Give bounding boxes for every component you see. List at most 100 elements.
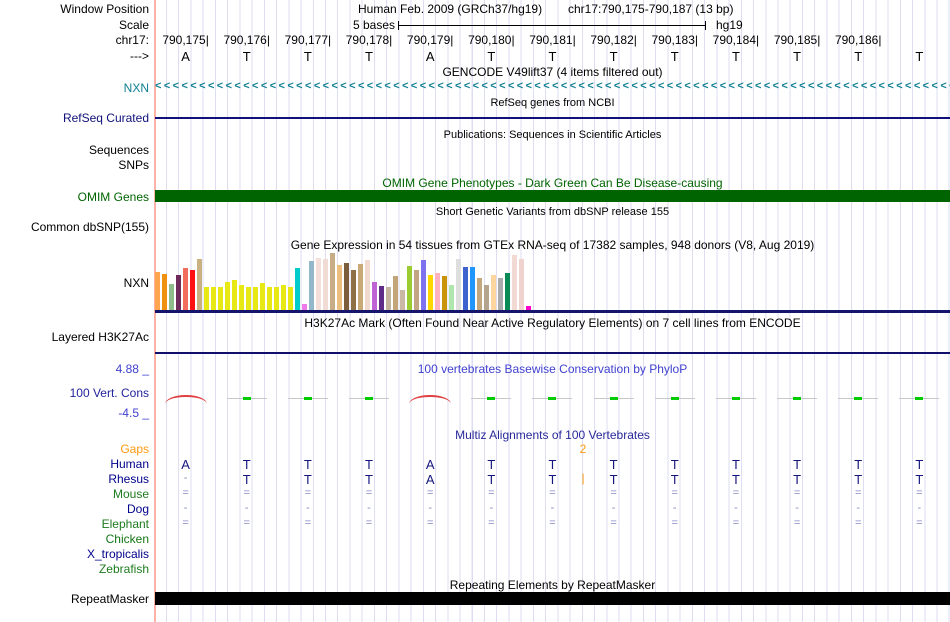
- conservation-label[interactable]: 100 Vert. Cons: [69, 386, 149, 400]
- species-label[interactable]: Mouse: [112, 487, 149, 501]
- multiz-row[interactable]: Zebrafish: [0, 562, 950, 577]
- multiz-row[interactable]: Elephant = = = = = = = = = = = = =: [0, 517, 950, 532]
- conservation-marks[interactable]: [0, 393, 950, 405]
- conservation-mark[interactable]: [338, 393, 399, 405]
- gtex-bar[interactable]: [421, 260, 426, 310]
- omim-label[interactable]: OMIM Genes: [77, 190, 149, 204]
- species-label[interactable]: Elephant: [101, 517, 149, 531]
- conservation-mark[interactable]: [705, 393, 766, 405]
- h3k27ac-label[interactable]: Layered H3K27Ac: [51, 330, 149, 344]
- repeatmasker-label[interactable]: RepeatMasker: [70, 592, 149, 606]
- gtex-bar[interactable]: [435, 273, 440, 310]
- gtex-bar[interactable]: [337, 265, 342, 310]
- gtex-bar[interactable]: [330, 253, 335, 310]
- conservation-mark[interactable]: [644, 393, 705, 405]
- repeatmasker-bar[interactable]: [155, 592, 950, 605]
- gtex-bar[interactable]: [407, 266, 412, 310]
- gtex-bar[interactable]: [155, 272, 160, 310]
- gtex-bar[interactable]: [414, 270, 419, 310]
- gtex-bar[interactable]: [190, 270, 195, 310]
- gtex-bar[interactable]: [512, 255, 517, 310]
- conservation-mark[interactable]: [583, 393, 644, 405]
- gtex-bar[interactable]: [281, 285, 286, 310]
- gtex-bar[interactable]: [498, 278, 503, 310]
- conservation-mark[interactable]: [277, 393, 338, 405]
- gtex-bar[interactable]: [316, 258, 321, 310]
- gtex-bar[interactable]: [232, 280, 237, 310]
- sequences-label[interactable]: Sequences: [88, 143, 149, 157]
- gtex-bar[interactable]: [295, 268, 300, 310]
- multiz-row[interactable]: X_tropicalis: [0, 547, 950, 562]
- conservation-mark[interactable]: [155, 393, 216, 405]
- gtex-bar[interactable]: [253, 287, 258, 310]
- gtex-bar[interactable]: [477, 278, 482, 310]
- species-label[interactable]: Chicken: [105, 532, 149, 546]
- snps-label[interactable]: SNPs: [118, 158, 149, 172]
- gtex-bar[interactable]: [267, 287, 272, 310]
- species-label[interactable]: Human: [110, 457, 149, 471]
- gtex-bar[interactable]: [484, 285, 489, 310]
- refseq-gene-line[interactable]: [155, 117, 950, 119]
- gtex-bar-chart[interactable]: [155, 253, 533, 310]
- gtex-bar[interactable]: [344, 263, 349, 310]
- gtex-bar[interactable]: [169, 284, 174, 310]
- gtex-bar[interactable]: [183, 268, 188, 310]
- conservation-mark[interactable]: [889, 393, 950, 405]
- gtex-bar[interactable]: [358, 264, 363, 310]
- conservation-mark[interactable]: [828, 393, 889, 405]
- conservation-mark[interactable]: [216, 393, 277, 405]
- gtex-bar[interactable]: [204, 287, 209, 310]
- gtex-bar[interactable]: [197, 259, 202, 310]
- refseq-label[interactable]: RefSeq Curated: [62, 111, 149, 125]
- conservation-mark[interactable]: [461, 393, 522, 405]
- dbsnp-label[interactable]: Common dbSNP(155): [30, 220, 149, 234]
- gtex-bar[interactable]: [519, 259, 524, 310]
- multiz-row[interactable]: Dog - - - - - - - - - - - - -: [0, 502, 950, 517]
- gtex-bar[interactable]: [470, 267, 475, 310]
- gtex-gene-label[interactable]: NXN: [123, 276, 149, 290]
- gtex-bar[interactable]: [246, 287, 251, 310]
- conservation-mark[interactable]: [400, 393, 461, 405]
- multiz-row[interactable]: Human A T T T A T T T T T T T T: [0, 457, 950, 472]
- gtex-bar[interactable]: [386, 287, 391, 310]
- gtex-bar[interactable]: [274, 287, 279, 310]
- gtex-bar[interactable]: [302, 304, 307, 310]
- gtex-bar[interactable]: [176, 275, 181, 310]
- species-label[interactable]: Rhesus: [108, 472, 149, 486]
- gtex-bar[interactable]: [351, 270, 356, 310]
- omim-gene-bar[interactable]: [155, 190, 950, 202]
- gtex-bar[interactable]: [393, 276, 398, 310]
- gencode-gene-label[interactable]: NXN: [123, 81, 149, 95]
- conservation-mark[interactable]: [767, 393, 828, 405]
- gtex-bar[interactable]: [456, 259, 461, 310]
- gtex-bar[interactable]: [365, 260, 370, 310]
- gtex-bar[interactable]: [400, 290, 405, 310]
- gtex-bar[interactable]: [449, 285, 454, 310]
- gtex-bar[interactable]: [491, 275, 496, 310]
- gtex-bar[interactable]: [379, 286, 384, 310]
- gtex-bar[interactable]: [372, 282, 377, 310]
- species-label[interactable]: Zebrafish: [98, 562, 149, 576]
- gtex-bar[interactable]: [162, 274, 167, 310]
- gtex-bar[interactable]: [442, 276, 447, 310]
- conservation-mark[interactable]: [522, 393, 583, 405]
- species-label[interactable]: X_tropicalis: [86, 547, 149, 561]
- gtex-bar[interactable]: [218, 287, 223, 310]
- gtex-bar[interactable]: [428, 275, 433, 310]
- multiz-row[interactable]: Mouse = = = = = = = = = = = = =: [0, 487, 950, 502]
- multiz-row[interactable]: Chicken: [0, 532, 950, 547]
- gtex-bar[interactable]: [211, 287, 216, 310]
- gtex-bar[interactable]: [288, 287, 293, 310]
- gtex-bar[interactable]: [526, 306, 531, 310]
- species-label[interactable]: Dog: [126, 502, 149, 516]
- gtex-bar[interactable]: [323, 259, 328, 310]
- gaps-label[interactable]: Gaps: [120, 442, 149, 456]
- gtex-bar[interactable]: [505, 273, 510, 310]
- multiz-row[interactable]: Rhesus - T T T A T T T T T T T T: [0, 472, 950, 487]
- gencode-strand-arrows[interactable]: <<<<<<<<<<<<<<<<<<<<<<<<<<<<<<<<<<<<<<<<…: [155, 80, 950, 92]
- gtex-bar[interactable]: [225, 282, 230, 310]
- gtex-bar[interactable]: [239, 285, 244, 310]
- gtex-bar[interactable]: [309, 261, 314, 310]
- h3k27ac-baseline[interactable]: [155, 352, 950, 354]
- gtex-bar[interactable]: [463, 267, 468, 310]
